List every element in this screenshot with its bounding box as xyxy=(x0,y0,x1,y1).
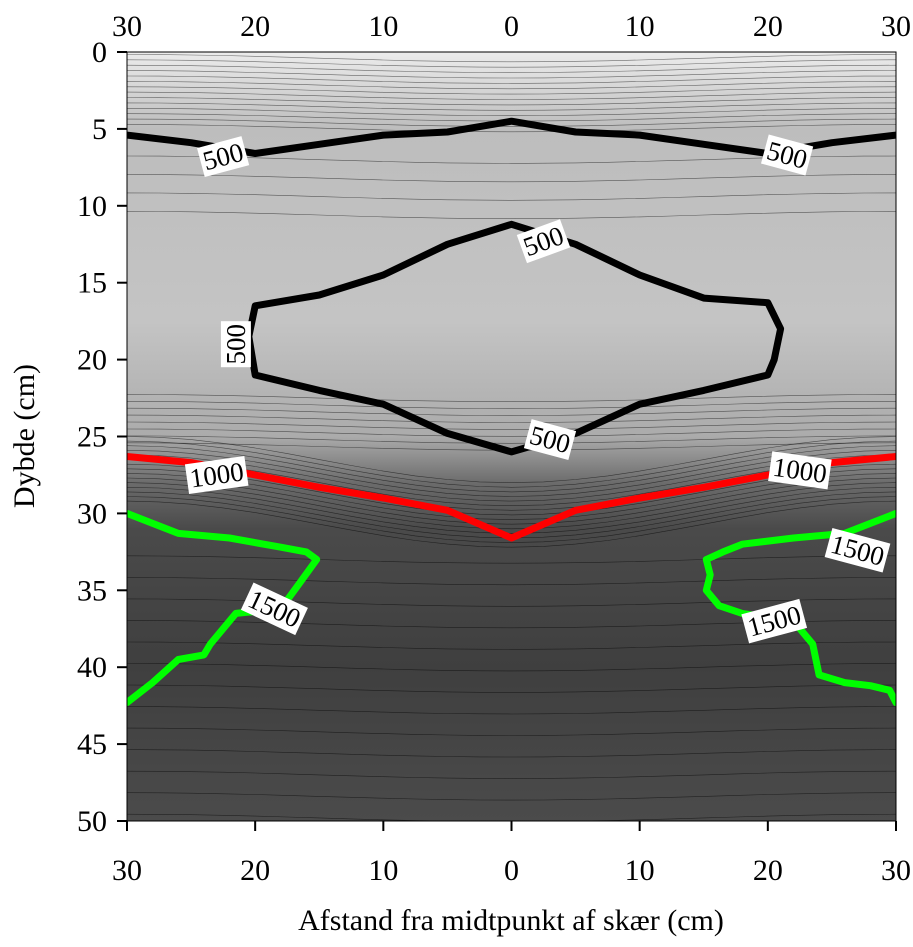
minor-contour-line xyxy=(127,487,896,534)
x-axis-top: 30 20 10 0 10 20 30 xyxy=(112,10,911,43)
minor-contour-line xyxy=(127,64,896,73)
minor-contour-line xyxy=(127,97,896,106)
minor-contour-line xyxy=(127,124,896,133)
contour-label-box xyxy=(824,528,891,573)
minor-contour-line xyxy=(127,459,896,507)
minor-contour-line xyxy=(127,81,896,90)
minor-contour-line xyxy=(127,500,896,548)
minor-contour-line xyxy=(127,192,896,201)
contour-label-box xyxy=(240,582,308,636)
minor-contour-line xyxy=(127,477,896,525)
minor-contour-line xyxy=(127,555,896,564)
x-tick-label-bottom: 20 xyxy=(753,854,783,887)
minor-contour-line xyxy=(127,468,896,516)
minor-contour-line xyxy=(127,727,896,736)
y-tick-label: 50 xyxy=(77,805,107,838)
minor-contour-line xyxy=(127,211,896,219)
y-axis-title: Dybde (cm) xyxy=(8,364,41,508)
contour-label-box xyxy=(220,321,251,368)
minor-contour-lines xyxy=(127,54,896,821)
x-tick-label-top: 30 xyxy=(112,10,142,43)
x-axis-title: Afstand fra midtpunkt af skær (cm) xyxy=(298,904,724,937)
minor-contour-line xyxy=(127,421,896,430)
minor-contour-line xyxy=(127,436,896,483)
x-tick-label-top: 0 xyxy=(504,10,519,43)
minor-contour-line xyxy=(127,435,896,444)
minor-contour-line xyxy=(127,102,896,111)
minor-contour-line xyxy=(127,577,896,586)
minor-contour-line xyxy=(127,407,896,416)
y-tick-label: 25 xyxy=(77,421,107,454)
x-tick-label-bottom: 10 xyxy=(625,854,655,887)
minor-contour-line xyxy=(127,706,896,715)
contour-label-text: 1000 xyxy=(771,452,829,489)
minor-contour-line xyxy=(127,684,896,693)
contour-label-box xyxy=(741,598,808,644)
contour-label: 500 xyxy=(220,321,251,368)
minor-contour-line xyxy=(127,54,896,63)
minor-contour-line xyxy=(127,108,896,117)
minor-contour-line xyxy=(127,59,896,68)
minor-contour-line xyxy=(127,792,896,801)
contour-label-text: 500 xyxy=(221,324,251,365)
minor-contour-line xyxy=(127,86,896,95)
contour-label-box xyxy=(197,136,250,178)
minor-contour-line xyxy=(127,394,896,403)
y-tick-label: 45 xyxy=(77,728,107,761)
y-tick-label: 0 xyxy=(92,36,107,69)
x-tick-label-bottom: 30 xyxy=(112,854,142,887)
y-axis: 0 5 10 15 20 25 30 35 40 45 50 xyxy=(77,36,127,838)
contour-line-1000 xyxy=(127,453,896,542)
contour-label-box xyxy=(768,451,832,490)
x-tick-label-top: 20 xyxy=(753,10,783,43)
minor-contour-line xyxy=(127,663,896,672)
y-tick-label: 35 xyxy=(77,574,107,607)
minor-contour-line xyxy=(127,496,896,543)
plot-area xyxy=(127,52,896,821)
y-tick-label: 10 xyxy=(77,190,107,223)
x-tick-label-top: 10 xyxy=(625,10,655,43)
contour-line-1500 xyxy=(127,509,321,707)
minor-contour-line xyxy=(127,450,896,497)
minor-contour-line xyxy=(127,118,896,127)
y-tick-label: 20 xyxy=(77,344,107,377)
contour-label: 1000 xyxy=(184,455,249,495)
minor-contour-line xyxy=(127,174,896,183)
minor-contour-line xyxy=(127,641,896,650)
y-tick-label: 5 xyxy=(92,113,107,146)
minor-contour-line xyxy=(127,400,896,410)
minor-contour-line xyxy=(127,473,896,520)
minor-contour-line xyxy=(127,749,896,758)
y-tick-label: 30 xyxy=(77,497,107,530)
minor-contour-line xyxy=(127,445,896,493)
contour-label-box xyxy=(516,219,571,264)
y-tick-label: 15 xyxy=(77,267,107,300)
minor-contour-line xyxy=(127,813,896,821)
minor-contour-line xyxy=(127,91,896,100)
minor-contour-line xyxy=(127,482,896,530)
contour-label-box xyxy=(184,455,249,495)
minor-contour-line xyxy=(127,414,896,423)
y-tick-label: 40 xyxy=(77,651,107,684)
contour-label-box xyxy=(523,419,577,461)
minor-contour-line xyxy=(127,428,896,437)
x-tick-label-bottom: 30 xyxy=(881,854,911,887)
x-tick-label-top: 20 xyxy=(240,10,270,43)
contour-label: 1000 xyxy=(768,451,832,490)
x-tick-label-bottom: 10 xyxy=(368,854,398,887)
x-tick-label-top: 10 xyxy=(368,10,398,43)
x-tick-label-bottom: 0 xyxy=(504,854,519,887)
x-axis-bottom: 30 20 10 0 10 20 30 xyxy=(112,821,911,887)
contour-label-box xyxy=(761,134,814,176)
minor-contour-line xyxy=(127,70,896,79)
x-tick-label-top: 30 xyxy=(881,10,911,43)
contour-label-text: 1000 xyxy=(188,456,246,493)
minor-contour-line xyxy=(127,770,896,779)
x-tick-label-bottom: 20 xyxy=(240,854,270,887)
minor-contour-line xyxy=(127,454,896,502)
minor-contour-line xyxy=(127,440,896,488)
minor-contour-line xyxy=(127,75,896,84)
contour-line-1500 xyxy=(702,509,896,707)
